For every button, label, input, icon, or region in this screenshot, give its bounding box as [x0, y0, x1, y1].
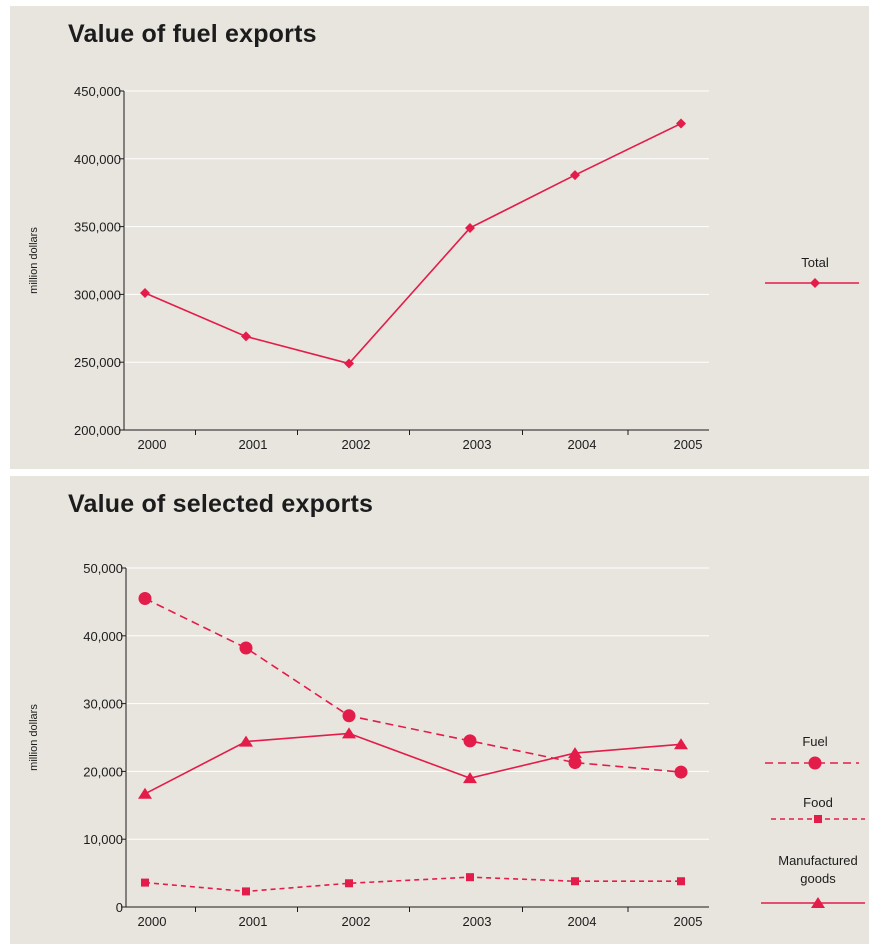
y-tick-label: 20,000: [83, 764, 123, 779]
data-point: [345, 879, 353, 888]
legend-label: Fuel: [802, 734, 827, 749]
legend-label: Manufactured: [778, 853, 858, 868]
x-tick-label: 2003: [463, 437, 492, 452]
y-tick-label: 0: [116, 900, 123, 915]
chart-title: Value of selected exports: [68, 490, 374, 518]
x-tick-label: 2000: [138, 437, 167, 452]
y-tick-label: 40,000: [83, 629, 123, 644]
data-point: [342, 709, 356, 723]
x-tick-label: 2002: [342, 437, 371, 452]
series-line: [144, 732, 682, 795]
y-axis-title: million dollars: [28, 704, 40, 771]
legend-label: goods: [800, 871, 836, 886]
legend-marker: [808, 756, 822, 770]
y-tick-label: 300,000: [74, 287, 121, 302]
data-point: [568, 747, 582, 759]
legend-marker: [811, 897, 825, 908]
fuel-exports-panel: Value of fuel exports 200,000 250,000 300,…: [10, 6, 869, 469]
x-tick-label: 2000: [138, 914, 167, 929]
fuel-exports-chart: 200,000 250,000 300,000 350,000 400,000 450,0…: [28, 84, 859, 452]
legend-label: Food: [803, 795, 833, 810]
y-axis-title: million dollars: [28, 227, 40, 294]
y-tick-label: 200,000: [74, 423, 121, 438]
y-tick-label: 400,000: [74, 152, 121, 167]
data-point: [674, 765, 688, 779]
x-tick-label: 2005: [674, 437, 703, 452]
x-tick-label: 2004: [568, 437, 597, 452]
data-point: [140, 288, 150, 299]
data-point: [677, 877, 685, 886]
x-tick-label: 2004: [568, 914, 597, 929]
selected-exports-chart: 0 10,000 20,000 30,000 40,000 50,000 2000 2001 2…: [28, 561, 865, 929]
data-point: [239, 641, 253, 655]
x-tick-label: 2001: [239, 437, 268, 452]
data-point: [676, 118, 686, 129]
data-point: [465, 222, 475, 233]
legend-marker: [810, 278, 820, 288]
data-point: [463, 772, 477, 784]
y-tick-label: 50,000: [83, 561, 123, 576]
data-point: [239, 735, 253, 747]
data-point: [141, 878, 149, 887]
series-line: [144, 597, 682, 773]
y-tick-label: 10,000: [83, 832, 123, 847]
data-point: [138, 592, 152, 606]
y-tick-label: 450,000: [74, 84, 121, 99]
data-point: [344, 358, 354, 369]
series-line: [144, 122, 682, 365]
y-tick-label: 350,000: [74, 220, 121, 235]
legend-marker: [814, 815, 822, 823]
data-point: [571, 877, 579, 886]
data-point: [463, 734, 477, 748]
x-tick-label: 2002: [342, 914, 371, 929]
data-point: [241, 331, 251, 342]
data-point: [570, 170, 580, 181]
series-line: [144, 876, 681, 893]
data-point: [242, 887, 250, 896]
data-point: [568, 756, 582, 770]
data-point: [342, 727, 356, 739]
x-tick-label: 2003: [463, 914, 492, 929]
y-tick-label: 30,000: [83, 697, 123, 712]
chart-title: Value of fuel exports: [68, 20, 317, 48]
selected-exports-panel: Value of selected exports 0 10,000 20,000 3…: [10, 476, 869, 944]
legend-label: Total: [801, 255, 829, 270]
y-tick-label: 250,000: [74, 355, 121, 370]
data-point: [674, 738, 688, 750]
data-point: [466, 873, 474, 882]
x-tick-label: 2005: [674, 914, 703, 929]
x-tick-label: 2001: [239, 914, 268, 929]
data-point: [138, 787, 152, 799]
